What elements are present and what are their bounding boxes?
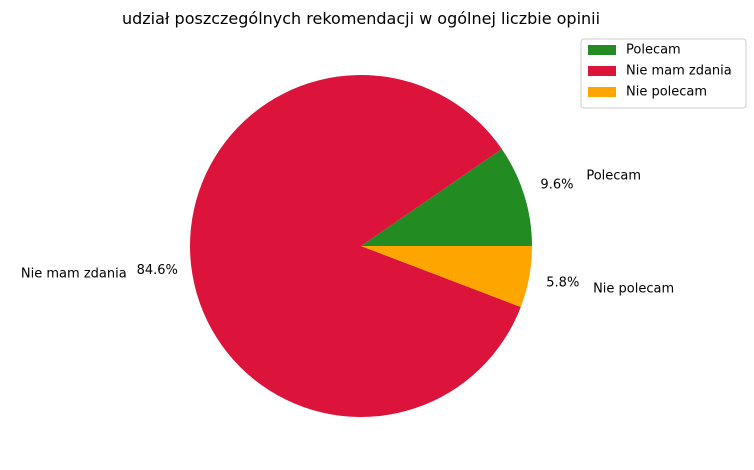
legend-frame bbox=[580, 38, 747, 109]
legend-label-nie-polecam: Nie polecam bbox=[626, 85, 707, 100]
category-label-nie-mam-zdania: Nie mam zdania bbox=[21, 267, 127, 282]
pct-label-nie-polecam: 5.8% bbox=[546, 276, 579, 291]
slice-nie-polecam bbox=[361, 246, 532, 307]
category-label-polecam: Polecam bbox=[586, 168, 641, 183]
legend-label-polecam: Polecam bbox=[626, 43, 681, 58]
legend-swatch-nie-mam-zdania bbox=[588, 66, 616, 76]
legend-swatch-nie-polecam bbox=[588, 87, 616, 97]
legend-swatch-polecam bbox=[588, 45, 616, 55]
chart-title: udział poszczególnych rekomendacji w ogó… bbox=[122, 9, 600, 28]
pct-label-nie-mam-zdania: 84.6% bbox=[137, 263, 178, 278]
legend-label-nie-mam-zdania: Nie mam zdania bbox=[626, 64, 732, 79]
slice-polecam bbox=[361, 148, 532, 246]
legend: Polecam Nie mam zdania Nie polecam bbox=[580, 38, 747, 109]
slice-nie-mam-zdania bbox=[190, 75, 521, 418]
pie-slices bbox=[190, 75, 532, 418]
category-label-nie-polecam: Nie polecam bbox=[593, 281, 674, 296]
pct-label-polecam: 9.6% bbox=[540, 178, 573, 193]
pie-labels: 9.6% Polecam 84.6% Nie mam zdania 5.8% Nie po… bbox=[21, 168, 674, 296]
